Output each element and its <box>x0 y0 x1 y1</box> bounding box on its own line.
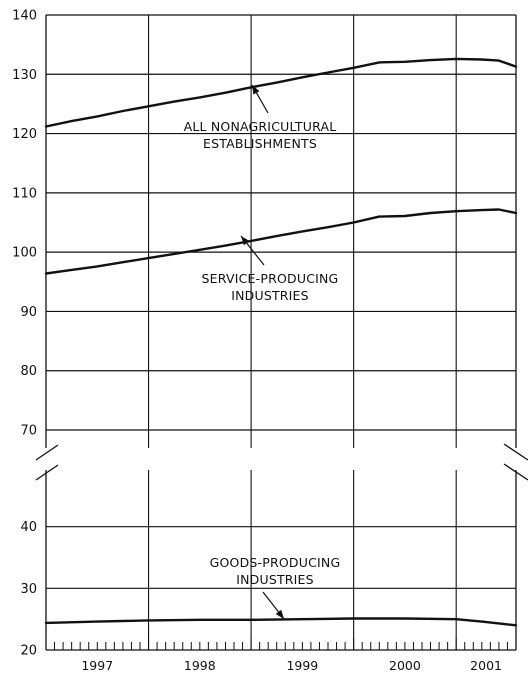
annotation-label-1-line-2: ESTABLISHMENTS <box>203 136 317 151</box>
series-line-3 <box>44 617 518 627</box>
annotation-label-3-line-1: GOODS-PRODUCING <box>210 555 341 570</box>
gridlines <box>45 14 517 651</box>
y-tick-label-20: 20 <box>20 644 37 659</box>
annotation-arrowhead-2 <box>241 236 250 246</box>
series-line-1 <box>44 57 518 128</box>
annotation-label-3-line-2: INDUSTRIES <box>236 572 314 587</box>
y-tick-label-110: 110 <box>12 186 37 201</box>
axis-break-mark-right-bottom <box>503 463 528 481</box>
axis-break <box>0 443 528 481</box>
x-tick-label-1999: 1999 <box>286 658 318 673</box>
x-tick-label-2000: 2000 <box>389 658 421 673</box>
annotation-label-2-line-2: INDUSTRIES <box>231 288 309 303</box>
y-tick-label-130: 130 <box>12 68 37 83</box>
y-tick-label-40: 40 <box>20 520 37 535</box>
y-tick-label-80: 80 <box>20 364 37 379</box>
x-axis: 1997 1998 1999 2000 2001 <box>45 638 517 673</box>
annotation-arrowhead-3 <box>275 609 284 619</box>
y-tick-label-140: 140 <box>12 9 37 24</box>
annotation-arrowhead-1 <box>252 85 260 95</box>
y-tick-label-100: 100 <box>12 246 37 261</box>
x-tick-label-1997: 1997 <box>81 658 113 673</box>
axis-break-mark-left-bottom <box>35 464 59 481</box>
annotation-label-2-line-1: SERVICE-PRODUCING <box>202 271 339 286</box>
y-tick-label-30: 30 <box>20 582 37 597</box>
x-tick-label-2001: 2001 <box>470 658 502 673</box>
axis-break-gap <box>0 448 528 470</box>
y-tick-label-90: 90 <box>20 305 37 320</box>
y-tick-labels: 70 80 90 100 110 120 130 140 20 30 40 <box>12 9 37 659</box>
series-line-2 <box>44 208 518 275</box>
axis-break-mark-right-top <box>503 443 528 461</box>
y-tick-label-70: 70 <box>20 424 37 439</box>
y-tick-label-120: 120 <box>12 127 37 142</box>
annotations: ALL NONAGRICULTURAL ESTABLISHMENTS SERVICE… <box>184 84 341 620</box>
series-lines <box>44 57 518 627</box>
x-tick-label-1998: 1998 <box>184 658 216 673</box>
axis-break-mark-left-top <box>35 444 59 461</box>
annotation-label-1-line-1: ALL NONAGRICULTURAL <box>184 119 337 134</box>
